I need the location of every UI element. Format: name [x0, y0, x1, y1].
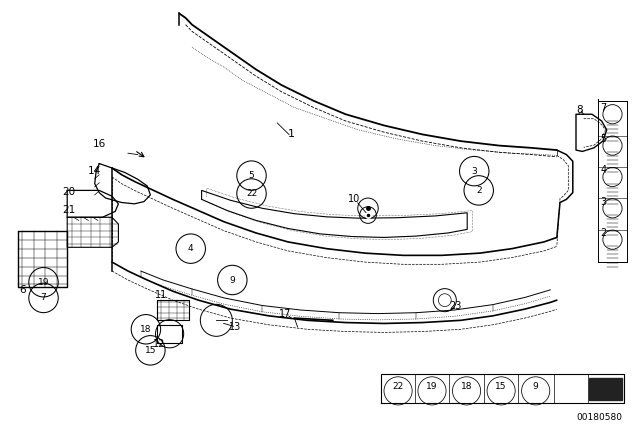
Text: 1: 1	[288, 129, 294, 139]
Text: 6: 6	[19, 285, 26, 295]
Text: 15: 15	[495, 382, 507, 391]
Text: 11: 11	[155, 290, 168, 300]
Text: 00180580: 00180580	[576, 414, 622, 422]
Text: 23: 23	[449, 301, 462, 310]
Text: 15: 15	[145, 346, 156, 355]
Text: 8: 8	[576, 105, 582, 115]
Text: 3: 3	[472, 167, 477, 176]
Text: 3: 3	[600, 197, 607, 207]
Text: 9: 9	[230, 276, 235, 284]
Text: 2: 2	[476, 186, 481, 195]
Text: 13: 13	[228, 322, 241, 332]
Text: 19: 19	[426, 382, 438, 391]
Text: 14: 14	[88, 166, 101, 176]
Text: 4: 4	[600, 165, 607, 175]
Text: 2: 2	[600, 228, 607, 238]
Text: 7: 7	[41, 293, 46, 302]
Text: 10: 10	[348, 194, 360, 204]
Text: 16: 16	[93, 139, 106, 149]
Text: 19: 19	[38, 278, 49, 287]
Text: 18: 18	[461, 382, 472, 391]
Text: 9: 9	[533, 382, 538, 391]
Text: 7: 7	[600, 103, 607, 112]
Text: 18: 18	[140, 325, 152, 334]
Text: 12: 12	[152, 339, 165, 349]
Text: 22: 22	[246, 189, 257, 198]
Text: 21: 21	[63, 205, 76, 215]
Text: 22: 22	[392, 382, 404, 391]
Text: 20: 20	[63, 187, 76, 197]
Text: 5: 5	[249, 171, 254, 180]
Text: 5: 5	[600, 134, 607, 144]
Text: 17: 17	[278, 310, 291, 319]
Polygon shape	[589, 378, 622, 400]
Text: 4: 4	[188, 244, 193, 253]
